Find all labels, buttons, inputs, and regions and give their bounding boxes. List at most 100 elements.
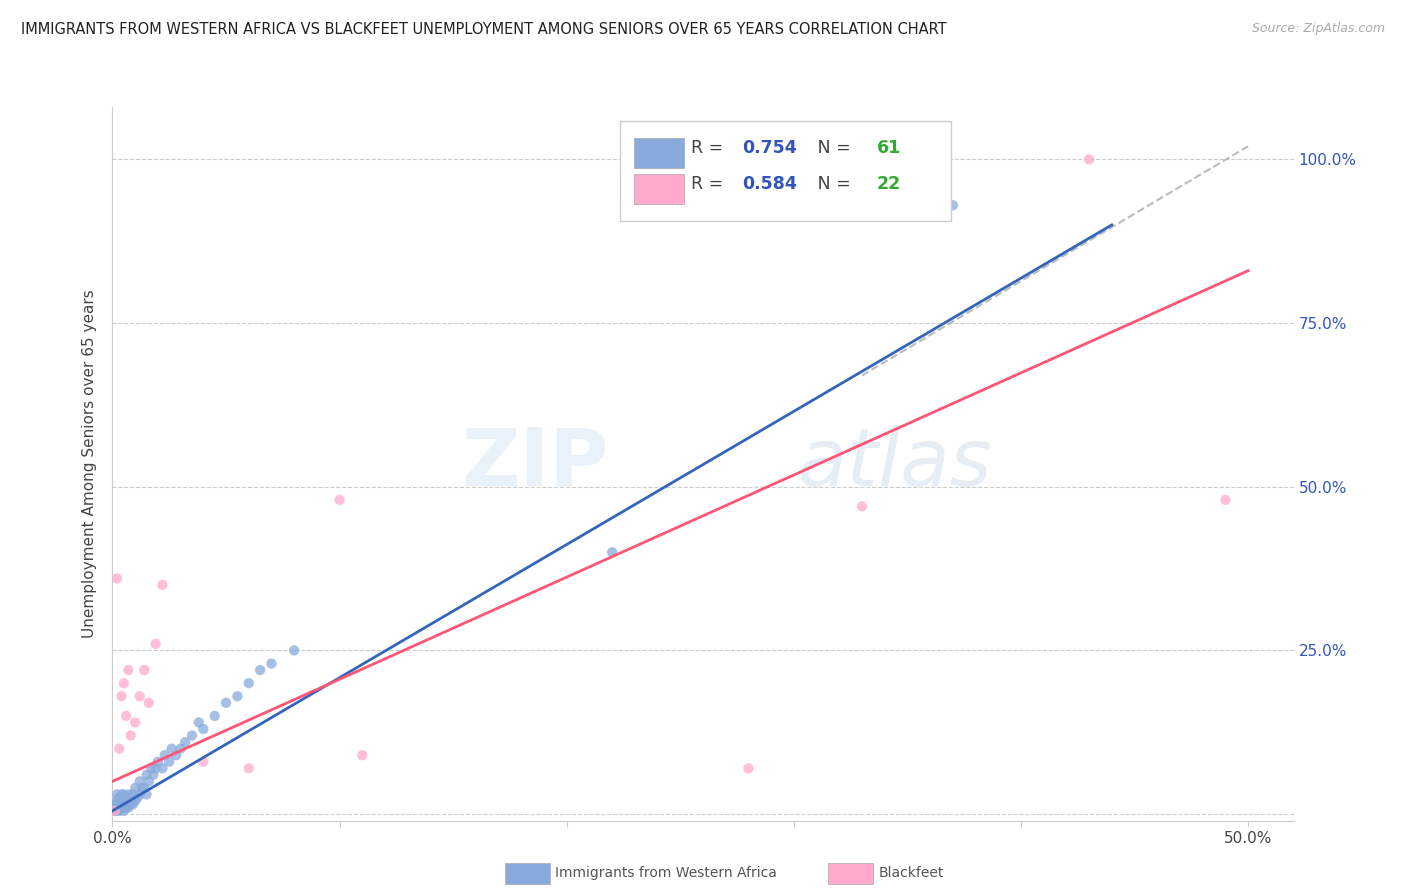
Point xyxy=(128,690,150,704)
Point xyxy=(329,492,352,507)
Point xyxy=(117,788,139,802)
Text: N =: N = xyxy=(801,175,856,193)
Point xyxy=(851,500,873,514)
Point xyxy=(152,761,174,775)
Point xyxy=(112,800,135,814)
Point xyxy=(238,761,260,775)
Point xyxy=(135,768,157,782)
Point xyxy=(112,788,135,802)
Point xyxy=(142,768,165,782)
Point xyxy=(135,788,157,802)
Point xyxy=(942,198,965,212)
Text: 0.754: 0.754 xyxy=(742,139,797,157)
Point xyxy=(112,676,135,690)
Point xyxy=(157,755,180,769)
Text: N =: N = xyxy=(801,139,856,157)
Point xyxy=(104,804,127,818)
Point xyxy=(204,709,226,723)
Point xyxy=(112,794,135,808)
Point xyxy=(117,794,139,808)
Point xyxy=(105,794,128,808)
Point xyxy=(226,690,249,704)
Point xyxy=(134,663,156,677)
Point xyxy=(139,761,162,775)
Point xyxy=(238,676,260,690)
Point xyxy=(128,774,150,789)
Point xyxy=(283,643,305,657)
Point xyxy=(122,788,145,802)
Point xyxy=(249,663,271,677)
Point xyxy=(110,794,132,808)
Text: IMMIGRANTS FROM WESTERN AFRICA VS BLACKFEET UNEMPLOYMENT AMONG SENIORS OVER 65 Y: IMMIGRANTS FROM WESTERN AFRICA VS BLACKF… xyxy=(21,22,946,37)
Text: Immigrants from Western Africa: Immigrants from Western Africa xyxy=(555,866,778,880)
Point xyxy=(104,800,127,814)
Point xyxy=(124,715,146,730)
Point xyxy=(115,797,138,812)
Y-axis label: Unemployment Among Seniors over 65 years: Unemployment Among Seniors over 65 years xyxy=(82,290,97,638)
FancyBboxPatch shape xyxy=(620,121,950,221)
Point xyxy=(105,571,128,585)
Text: 22: 22 xyxy=(876,175,901,193)
Point xyxy=(112,804,135,818)
Point xyxy=(737,761,759,775)
Point xyxy=(110,800,132,814)
Text: 61: 61 xyxy=(876,139,901,157)
Point xyxy=(108,804,131,818)
Text: Blackfeet: Blackfeet xyxy=(879,866,943,880)
Point xyxy=(105,800,128,814)
Point xyxy=(120,797,142,812)
Point xyxy=(128,788,150,802)
Point xyxy=(108,800,131,814)
Point xyxy=(260,657,283,671)
Point xyxy=(138,696,160,710)
Point xyxy=(165,748,187,763)
Point xyxy=(110,690,132,704)
Point xyxy=(145,761,167,775)
Point xyxy=(134,780,156,795)
Point xyxy=(117,663,139,677)
Point xyxy=(193,722,215,736)
Text: 0.584: 0.584 xyxy=(742,175,797,193)
Text: R =: R = xyxy=(692,175,728,193)
Point xyxy=(600,545,623,559)
Point xyxy=(104,797,127,812)
Point xyxy=(1078,153,1101,167)
Point xyxy=(108,741,131,756)
Point xyxy=(1215,492,1237,507)
Point xyxy=(108,797,131,812)
Point xyxy=(120,790,142,805)
Point xyxy=(124,794,146,808)
Point xyxy=(122,797,145,812)
Point xyxy=(120,729,142,743)
Point xyxy=(145,637,167,651)
Text: atlas: atlas xyxy=(797,425,993,503)
Point xyxy=(105,788,128,802)
Text: Source: ZipAtlas.com: Source: ZipAtlas.com xyxy=(1251,22,1385,36)
Point xyxy=(131,780,153,795)
FancyBboxPatch shape xyxy=(634,174,685,204)
Point xyxy=(215,696,238,710)
Text: ZIP: ZIP xyxy=(461,425,609,503)
Point xyxy=(174,735,197,749)
Point xyxy=(352,748,374,763)
Point xyxy=(146,755,169,769)
Point xyxy=(124,780,146,795)
Point xyxy=(193,755,215,769)
Point xyxy=(104,804,127,818)
Point xyxy=(115,790,138,805)
Point xyxy=(187,715,209,730)
Text: R =: R = xyxy=(692,139,728,157)
Point xyxy=(117,800,139,814)
Point xyxy=(105,804,128,818)
Point xyxy=(108,790,131,805)
FancyBboxPatch shape xyxy=(634,138,685,169)
Point xyxy=(169,741,191,756)
Point xyxy=(110,788,132,802)
Point xyxy=(153,748,176,763)
Point xyxy=(181,729,204,743)
Point xyxy=(115,709,138,723)
Point xyxy=(127,790,149,805)
Point xyxy=(152,578,174,592)
Point xyxy=(115,800,138,814)
Point xyxy=(160,741,183,756)
